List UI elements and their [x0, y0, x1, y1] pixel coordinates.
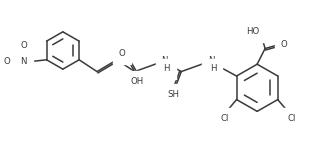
Text: OH: OH: [130, 77, 143, 86]
Text: Cl: Cl: [221, 114, 229, 123]
Text: H: H: [163, 64, 170, 73]
Text: O: O: [20, 41, 27, 50]
Text: HO: HO: [247, 27, 260, 36]
Text: O: O: [281, 40, 287, 49]
Text: Cl: Cl: [287, 114, 296, 123]
Text: O: O: [118, 49, 125, 58]
Text: N: N: [161, 56, 168, 65]
Text: N: N: [208, 56, 214, 65]
Text: N: N: [21, 57, 27, 66]
Text: SH: SH: [167, 90, 179, 99]
Text: O: O: [4, 57, 10, 66]
Text: H: H: [210, 64, 217, 73]
